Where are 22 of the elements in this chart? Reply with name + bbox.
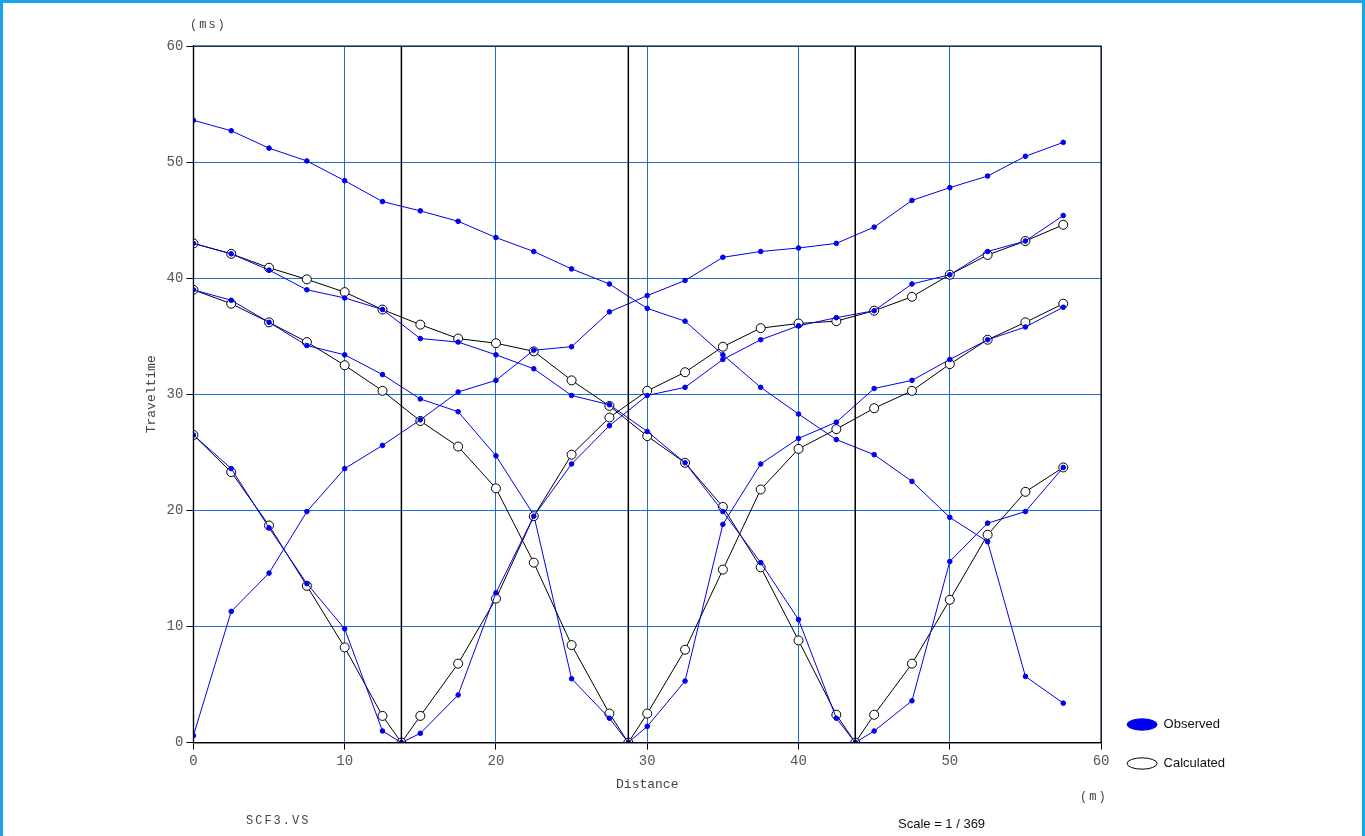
y-axis-title: Traveltime <box>144 355 160 434</box>
x-tick-label: 50 <box>941 752 959 769</box>
y-tick-label: 10 <box>166 618 184 635</box>
legend-label: Calculated <box>1163 755 1226 771</box>
x-tick-label: 30 <box>638 752 656 769</box>
text: SCF3.VS <box>246 814 311 828</box>
x-tick-label: 10 <box>336 752 354 769</box>
legend-label: Observed <box>1163 716 1220 732</box>
x-tick-label: 60 <box>1092 752 1110 769</box>
y-tick-label: 50 <box>166 153 184 170</box>
x-tick-label: 40 <box>790 752 807 769</box>
y-tick-label: 20 <box>166 502 184 519</box>
text: Scale = 1 / 369 <box>898 816 986 831</box>
x-tick-label: 0 <box>189 752 198 769</box>
y-tick-label: 60 <box>166 37 184 54</box>
x-tick-label: 20 <box>487 752 505 769</box>
y-tick-label: 0 <box>175 734 184 751</box>
x-axis-title: Distance <box>616 776 679 792</box>
text: (m) <box>1080 790 1108 804</box>
text: (ms) <box>190 18 227 32</box>
y-tick-label: 30 <box>166 386 184 402</box>
y-tick-label: 40 <box>166 269 184 286</box>
